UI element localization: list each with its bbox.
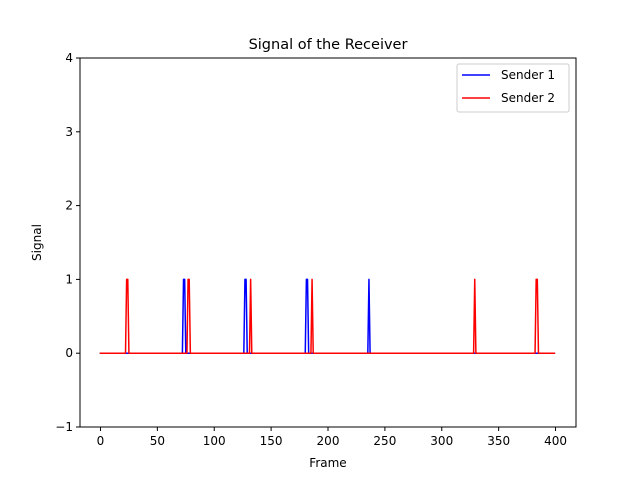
chart-title: Signal of the Receiver xyxy=(249,37,408,53)
x-tick-label: 0 xyxy=(97,434,105,448)
x-tick-label: 350 xyxy=(487,434,510,448)
x-axis-ticks: 0 50 100 150 200 250 300 350 400 xyxy=(97,427,567,448)
y-tick-label: −1 xyxy=(55,420,73,434)
x-tick-label: 300 xyxy=(430,434,453,448)
y-axis-ticks: −1 0 1 2 3 4 xyxy=(55,51,80,434)
x-tick-label: 50 xyxy=(150,434,165,448)
x-tick-label: 100 xyxy=(203,434,226,448)
y-tick-label: 0 xyxy=(65,346,73,360)
legend-label-2: Sender 2 xyxy=(501,91,555,105)
y-tick-label: 4 xyxy=(65,51,73,65)
x-axis-label: Frame xyxy=(309,456,346,470)
legend-box xyxy=(456,63,570,113)
y-tick-label: 3 xyxy=(65,125,73,139)
x-tick-label: 200 xyxy=(317,434,340,448)
series-line-2 xyxy=(99,278,556,354)
x-tick-label: 150 xyxy=(260,434,283,448)
y-tick-label: 1 xyxy=(65,272,73,286)
y-tick-label: 2 xyxy=(65,199,73,213)
legend-label-1: Sender 1 xyxy=(501,68,555,82)
legend: Sender 1 Sender 2 xyxy=(456,63,570,113)
y-axis-label: Signal xyxy=(30,224,44,261)
x-tick-label: 400 xyxy=(544,434,567,448)
series-layer xyxy=(99,278,556,354)
x-tick-label: 250 xyxy=(373,434,396,448)
